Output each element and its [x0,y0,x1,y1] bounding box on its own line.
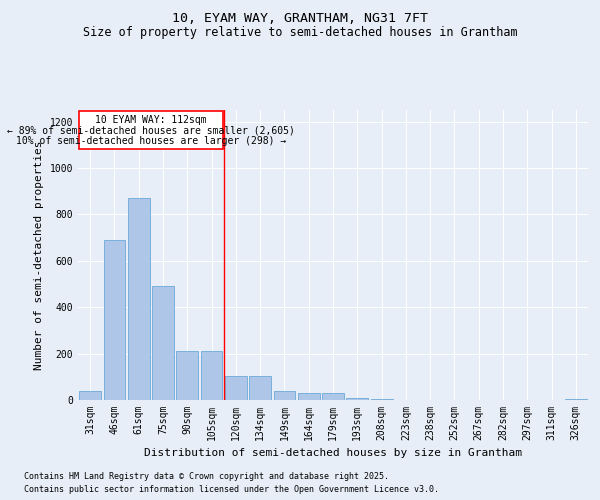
Bar [79,111,223,150]
Bar [274,390,295,400]
Bar [249,376,271,400]
Bar [346,398,368,400]
Y-axis label: Number of semi-detached properties: Number of semi-detached properties [34,140,44,370]
Bar [298,393,320,400]
Text: 10% of semi-detached houses are larger (298) →: 10% of semi-detached houses are larger (… [16,136,286,146]
Text: 10, EYAM WAY, GRANTHAM, NG31 7FT: 10, EYAM WAY, GRANTHAM, NG31 7FT [172,12,428,26]
Bar [225,376,247,400]
Text: ← 89% of semi-detached houses are smaller (2,605): ← 89% of semi-detached houses are smalle… [7,126,295,136]
Text: 10 EYAM WAY: 112sqm: 10 EYAM WAY: 112sqm [95,116,206,126]
Bar [176,352,198,400]
Text: Size of property relative to semi-detached houses in Grantham: Size of property relative to semi-detach… [83,26,517,39]
Bar [104,240,125,400]
Bar [565,399,587,400]
Bar [200,352,223,400]
Bar [371,399,392,400]
Text: Contains HM Land Registry data © Crown copyright and database right 2025.: Contains HM Land Registry data © Crown c… [24,472,389,481]
Bar [128,198,149,400]
Text: Contains public sector information licensed under the Open Government Licence v3: Contains public sector information licen… [24,485,439,494]
Bar [79,390,101,400]
Bar [152,286,174,400]
X-axis label: Distribution of semi-detached houses by size in Grantham: Distribution of semi-detached houses by … [144,448,522,458]
Bar [322,393,344,400]
